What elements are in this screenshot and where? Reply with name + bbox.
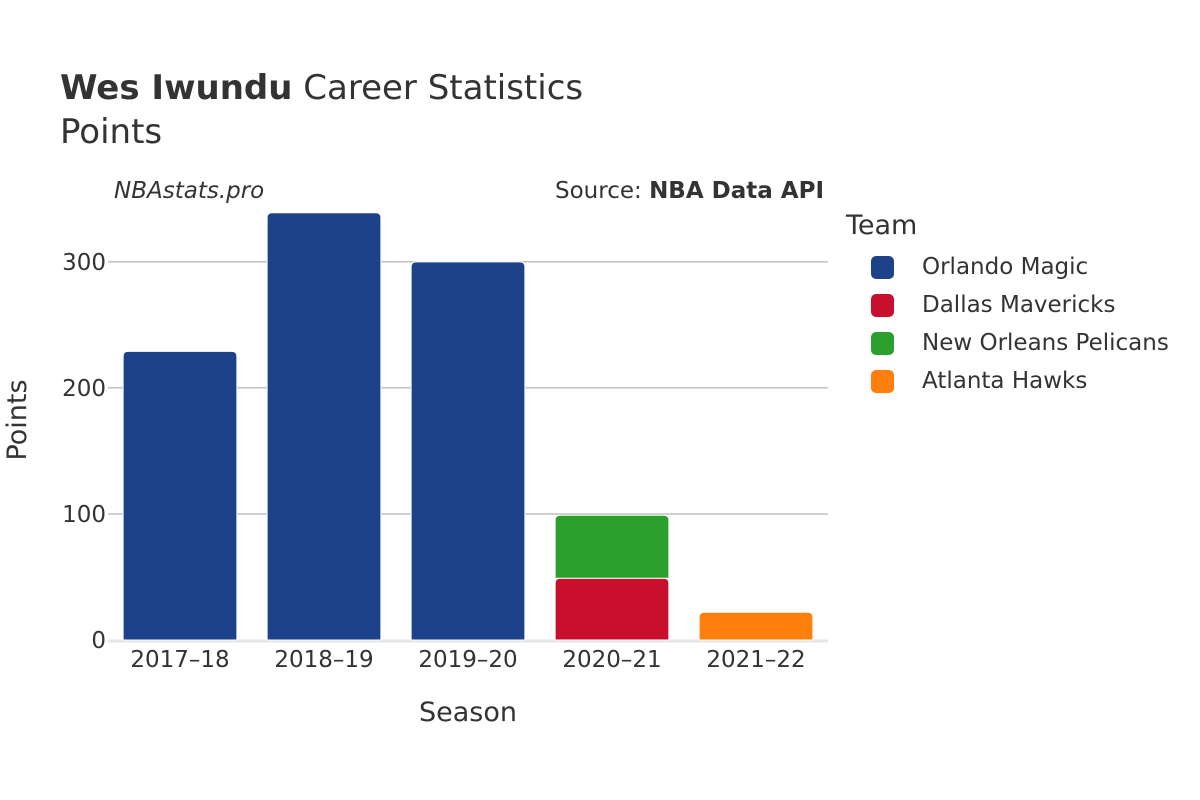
legend-swatch xyxy=(871,369,894,393)
title-rest: Career Statistics xyxy=(303,68,584,108)
x-tick-label: 2017–18 xyxy=(130,647,229,673)
x-tick-label: 2018–19 xyxy=(274,647,373,673)
bar-orlando-magic-2017–18[interactable] xyxy=(122,350,238,641)
x-tick-label: 2021–22 xyxy=(706,647,805,673)
y-tick-labels: 0 100 200 300 xyxy=(62,250,106,654)
legend-label: Atlanta Hawks xyxy=(922,368,1088,394)
source-prefix: Source: xyxy=(555,178,650,204)
x-tick-label: 2020–21 xyxy=(562,647,661,673)
legend-label: New Orleans Pelicans xyxy=(922,330,1169,356)
source-credit: Source: NBA Data API xyxy=(555,178,824,204)
y-tick-label: 100 xyxy=(62,502,106,528)
player-name: Wes Iwundu xyxy=(60,68,293,108)
legend-swatch xyxy=(871,331,894,355)
y-tick-label: 300 xyxy=(62,250,106,276)
legend-swatch xyxy=(871,255,894,279)
chart-title: Wes Iwundu Career Statistics xyxy=(60,68,583,108)
source-name: NBA Data API xyxy=(649,178,824,204)
legend-swatch xyxy=(871,293,894,317)
bar-orlando-magic-2018–19[interactable] xyxy=(266,212,382,641)
legend-item-atlanta-hawks[interactable]: Atlanta Hawks xyxy=(871,368,1087,394)
legend-title: Team xyxy=(846,210,918,241)
x-tick-label: 2019–20 xyxy=(418,647,517,673)
bars xyxy=(122,212,814,641)
x-axis-label: Season xyxy=(419,697,517,728)
legend-label: Dallas Mavericks xyxy=(922,292,1116,318)
x-tick-labels: 2017–18 2018–19 2019–20 2020–21 2021–22 xyxy=(130,647,805,673)
bar-dallas-mavericks-2020–21[interactable] xyxy=(554,577,670,641)
chart-subtitle: Points xyxy=(60,112,163,152)
y-tick-label: 200 xyxy=(62,376,106,402)
legend-item-orlando-magic[interactable]: Orlando Magic xyxy=(871,254,1088,280)
legend-item-new-orleans-pelicans[interactable]: New Orleans Pelicans xyxy=(871,330,1169,356)
bar-atlanta-hawks-2021–22[interactable] xyxy=(698,611,814,641)
y-axis-label: Points xyxy=(2,379,33,460)
bar-orlando-magic-2019–20[interactable] xyxy=(410,261,526,641)
bar-new-orleans-pelicans-2020–21[interactable] xyxy=(554,514,670,579)
y-tick-label: 0 xyxy=(91,628,106,654)
legend-label: Orlando Magic xyxy=(922,254,1089,280)
watermark: NBAstats.pro xyxy=(114,178,265,204)
legend-item-dallas-mavericks[interactable]: Dallas Mavericks xyxy=(871,292,1115,318)
